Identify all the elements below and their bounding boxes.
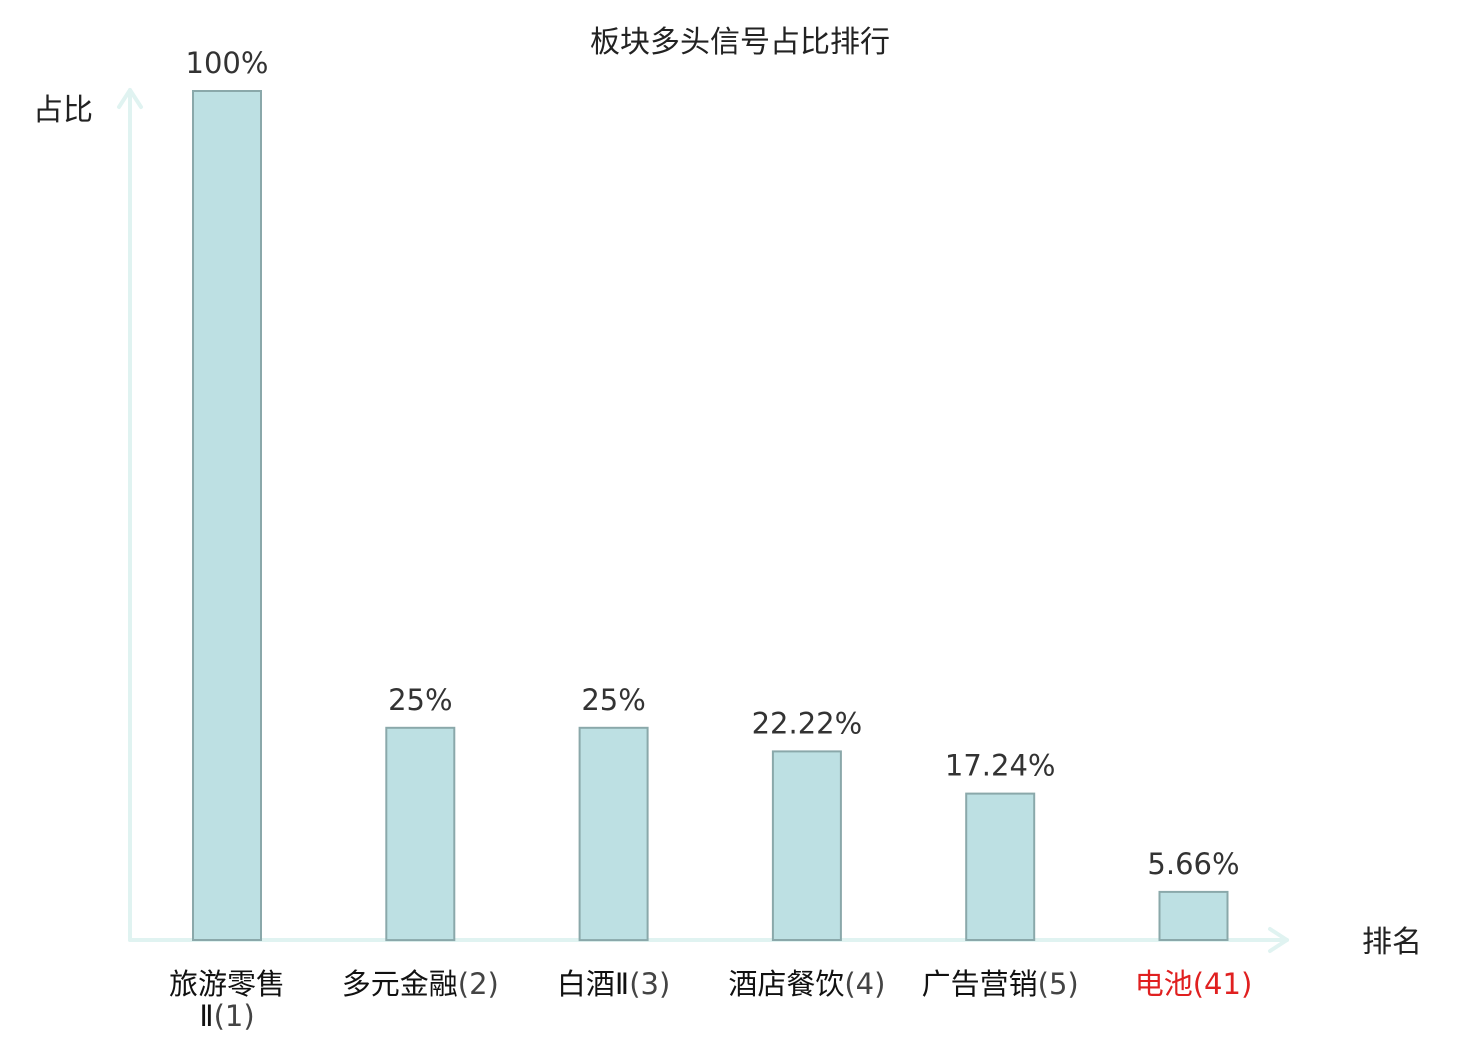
chart-title: 板块多头信号占比排行 [590,25,890,60]
category-label: 酒店餐饮(4) [728,967,885,1001]
bar-value-label: 5.66% [1147,847,1239,881]
category-labels: 旅游零售 Ⅱ(1) 多元金融(2) 白酒Ⅱ(3) 酒店餐饮(4) 广告营销(5) 电池(41… [169,967,1252,1033]
bar-value-label: 25% [388,683,452,717]
category-name: 白酒Ⅱ [557,967,629,1001]
category-label: 白酒Ⅱ(3) [557,967,670,1001]
category-label: 电池(41) [1135,967,1253,1001]
bars [192,90,1229,942]
axes [117,88,1289,953]
category-rank: (1) [214,999,255,1033]
bar [385,726,456,942]
category-label: 广告营销(5) [922,967,1079,1001]
bar [1158,890,1229,942]
category-label: 多元金融(2) [342,967,499,1001]
category-rank: (4) [844,967,885,1001]
category-name: 多元金融 [342,967,458,1001]
x-axis-arrow [1268,927,1289,953]
value-labels: 100% 25% 25% 22.22% 17.24% 5.66% [186,46,1240,881]
bar [965,792,1036,941]
category-rank: (2) [458,967,499,1001]
category-name: 广告营销 [922,967,1038,1001]
x-axis-label: 排名 [1362,925,1422,960]
category-rank: (3) [629,967,670,1001]
bar-value-label: 22.22% [752,706,863,740]
category-name-line: 旅游零售 [169,967,285,1001]
y-axis-arrow [117,88,143,109]
bar-value-label: 17.24% [945,749,1056,783]
category-name: 电池 [1135,967,1193,1001]
category-name-line: Ⅱ [199,999,213,1033]
category-rank: (5) [1038,967,1079,1001]
bar [192,90,262,941]
y-axis-label: 占比 [33,93,93,128]
category-rank: (41) [1193,967,1253,1001]
category-label: 旅游零售 Ⅱ(1) [169,967,285,1033]
bar-value-label: 25% [581,683,645,717]
category-name: 酒店餐饮 [728,967,844,1001]
bar [578,726,649,942]
bar-value-label: 100% [186,46,269,80]
bar [771,750,842,942]
